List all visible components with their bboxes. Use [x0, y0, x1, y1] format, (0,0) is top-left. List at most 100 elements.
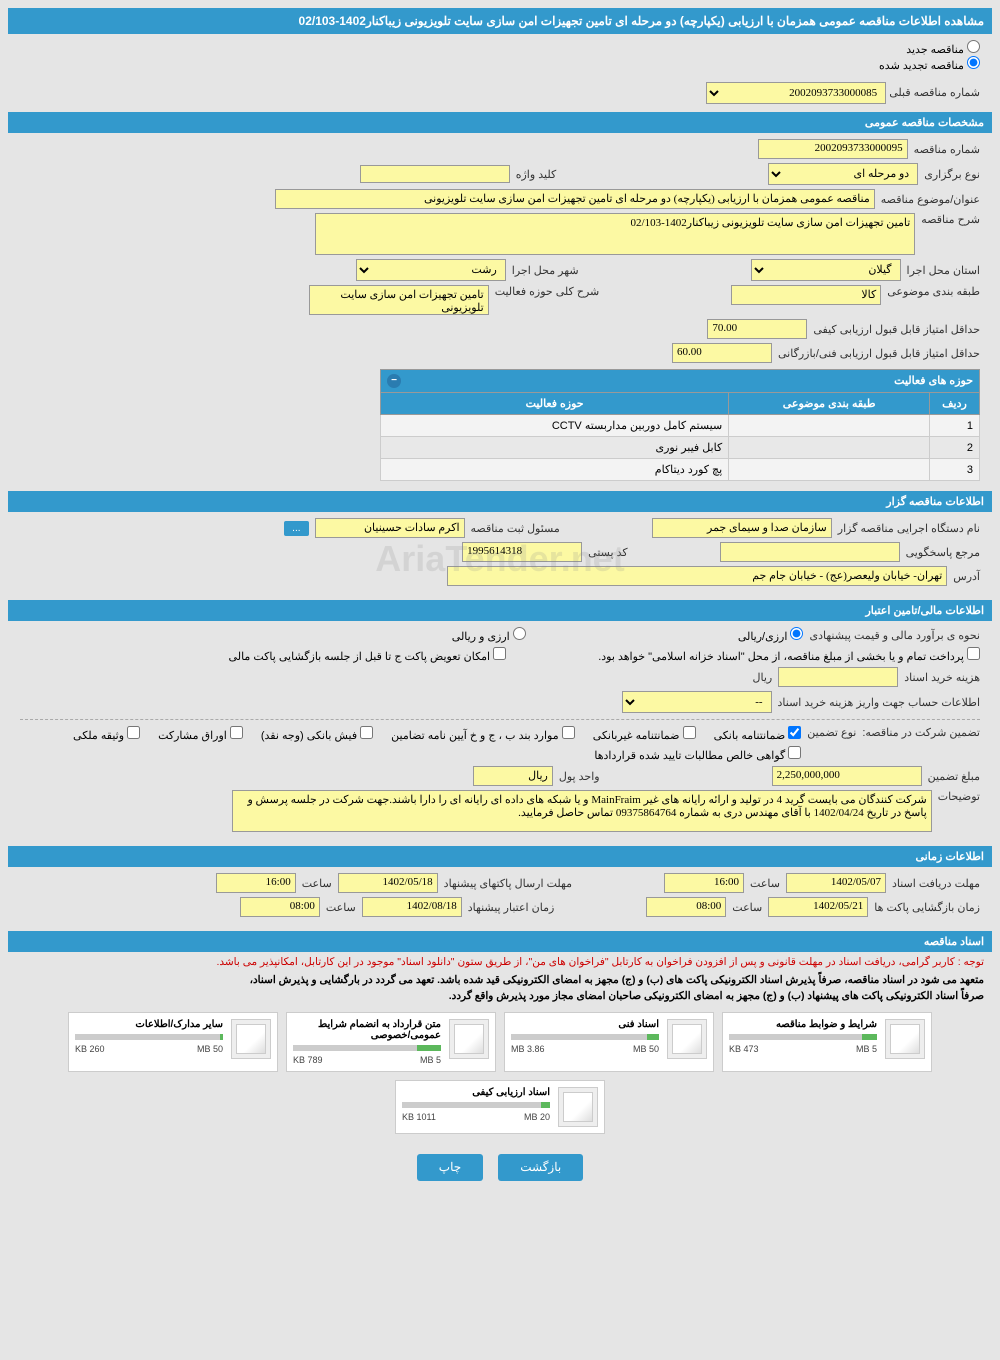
payment-note-check[interactable]: پرداخت تمام و یا بخشی از مبلغ مناقصه، از… [598, 647, 980, 663]
red-note: توجه : کاربر گرامی، دریافت اسناد در مهلت… [8, 952, 992, 972]
folder-icon [558, 1087, 598, 1127]
table-cell [729, 459, 930, 481]
guarantee-check[interactable]: گواهی خالص مطالبات تایید شده قراردادها [594, 746, 801, 762]
guarantee-amount-field: 2,250,000,000 [772, 766, 922, 786]
col-category: طبقه بندی موضوعی [729, 393, 930, 415]
send-packets-time: 16:00 [216, 873, 296, 893]
col-activity: حوزه فعالیت [381, 393, 729, 415]
radio-renew-input[interactable] [967, 56, 980, 69]
keyword-input[interactable] [360, 165, 510, 183]
holding-type-select[interactable]: دو مرحله ای [768, 163, 918, 185]
page-title: مشاهده اطلاعات مناقصه عمومی همزمان با ار… [8, 8, 992, 34]
progress-bar [402, 1102, 550, 1108]
folder-icon [231, 1019, 271, 1059]
doc-max: 20 MB [524, 1112, 550, 1122]
doc-fee-currency: ریال [752, 671, 772, 684]
doc-receive-time: 16:00 [664, 873, 744, 893]
doc-title: متن قرارداد به انضمام شرایط عمومی/خصوصی [293, 1019, 441, 1041]
min-tech-field: 60.00 [672, 343, 772, 363]
activity-desc-label: شرح کلی حوزه فعالیت [495, 285, 600, 298]
doc-fee-field [778, 667, 898, 687]
radio-renew-label: مناقصه تجدید شده [879, 60, 964, 72]
guarantee-check[interactable]: ضمانتنامه بانکی [714, 726, 802, 742]
folder-icon [885, 1019, 925, 1059]
currency-unit-label: واحد پول [559, 770, 600, 783]
postal-field: 1995614318 [462, 542, 582, 562]
progress-bar [293, 1045, 441, 1051]
guarantee-check[interactable]: موارد بند ب ، ج و خ آیین نامه تضامین [391, 726, 575, 742]
subject-label: عنوان/موضوع مناقصه [881, 193, 980, 206]
doc-card[interactable]: شرایط و ضوابط مناقصه5 MB473 KB [722, 1012, 932, 1072]
tender-number-field: 2002093733000095 [758, 139, 908, 159]
table-cell: 2 [930, 437, 980, 459]
radio-renew[interactable]: مناقصه تجدید شده [879, 60, 980, 72]
doc-receive-date: 1402/05/07 [786, 873, 886, 893]
doc-size: 260 KB [75, 1044, 105, 1054]
subject-field: مناقصه عمومی همزمان با ارزیابی (یکپارچه)… [275, 189, 875, 209]
responder-label: مرجع پاسخگویی [906, 546, 980, 559]
folder-icon [449, 1019, 489, 1059]
city-label: شهر محل اجرا [512, 264, 579, 277]
org-name-label: نام دستگاه اجرایی مناقصه گزار [838, 522, 980, 535]
doc-card[interactable]: اسناد فنی50 MB3.86 MB [504, 1012, 714, 1072]
prev-number-select[interactable]: 2002093733000085 [706, 82, 886, 104]
notes-textarea[interactable] [232, 790, 932, 832]
doc-max: 5 MB [856, 1044, 877, 1054]
account-select[interactable]: -- [622, 691, 772, 713]
print-button[interactable]: چاپ [417, 1154, 483, 1181]
section-financial: اطلاعات مالی/تامین اعتبار [8, 600, 992, 621]
guarantee-check[interactable]: وثیقه ملکی [73, 726, 140, 742]
doc-card[interactable]: متن قرارداد به انضمام شرایط عمومی/خصوصی 5… [286, 1012, 496, 1072]
table-row: 1سیستم کامل دوربین مداربسته CCTV [381, 415, 980, 437]
city-select[interactable]: رشت [356, 259, 506, 281]
estimate-label: نحوه ی برآورد مالی و قیمت پیشنهادی [809, 629, 980, 642]
doc-receive-time-label: ساعت [750, 877, 780, 890]
back-button[interactable]: بازگشت [498, 1154, 583, 1181]
table-row: 2کابل فیبر نوری [381, 437, 980, 459]
doc-card[interactable]: اسناد ارزیابی کیفی20 MB1011 KB [395, 1080, 605, 1134]
remit-check[interactable]: امکان تعویض پاکت ج تا قبل از جلسه بازگشا… [229, 647, 507, 663]
table-row: 3پچ کورد دیتاکام [381, 459, 980, 481]
table-cell: پچ کورد دیتاکام [381, 459, 729, 481]
desc-textarea[interactable] [315, 213, 915, 255]
doc-max: 5 MB [420, 1055, 441, 1065]
guarantee-type-label: نوع تضمین [807, 726, 856, 739]
estimate-opt2[interactable]: ارزی و ریالی [452, 627, 526, 643]
open-packets-label: زمان بازگشایی پاکت ها [874, 901, 980, 914]
activity-desc-textarea[interactable] [309, 285, 489, 315]
address-label: آدرس [953, 570, 980, 583]
open-packets-time: 08:00 [646, 897, 726, 917]
doc-title: اسناد فنی [511, 1019, 659, 1030]
more-button[interactable]: ... [284, 521, 308, 536]
table-cell [729, 415, 930, 437]
postal-label: کد پستی [588, 546, 627, 559]
radio-new-label: مناقصه جدید [906, 44, 964, 56]
registrar-field: اکرم سادات حسینیان [315, 518, 465, 538]
doc-max: 50 MB [633, 1044, 659, 1054]
guarantee-check[interactable]: فیش بانکی (وجه نقد) [261, 726, 373, 742]
guarantee-amount-label: مبلغ تضمین [928, 770, 980, 783]
guarantee-check[interactable]: اوراق مشارکت [158, 726, 243, 742]
doc-card[interactable]: سایر مدارک/اطلاعات50 MB260 KB [68, 1012, 278, 1072]
progress-bar [729, 1034, 877, 1040]
radio-new-input[interactable] [967, 40, 980, 53]
table-cell: سیستم کامل دوربین مداربسته CCTV [381, 415, 729, 437]
min-tech-label: حداقل امتیاز قابل قبول ارزیابی فنی/بازرگ… [778, 347, 980, 360]
province-select[interactable]: گیلان [751, 259, 901, 281]
section-documents: اسناد مناقصه [8, 931, 992, 952]
radio-new[interactable]: مناقصه جدید [906, 44, 980, 56]
account-label: اطلاعات حساب جهت واریز هزینه خرید اسناد [778, 696, 980, 709]
min-quality-label: حداقل امتیاز قابل قبول ارزیابی کیفی [813, 323, 980, 336]
category-field: کالا [731, 285, 881, 305]
send-packets-date: 1402/05/18 [338, 873, 438, 893]
address-field: تهران- خیابان ولیعصر(عج) - خیابان جام جم [447, 566, 947, 586]
doc-receive-label: مهلت دریافت اسناد [892, 877, 980, 890]
holding-type-label: نوع برگزاری [924, 168, 980, 181]
doc-size: 473 KB [729, 1044, 759, 1054]
doc-size: 1011 KB [402, 1112, 436, 1122]
collapse-icon[interactable]: − [387, 374, 401, 388]
guarantee-check[interactable]: ضمانتنامه غیربانکی [593, 726, 696, 742]
province-label: استان محل اجرا [907, 264, 980, 277]
section-general: مشخصات مناقصه عمومی [8, 112, 992, 133]
estimate-opt1[interactable]: ارزی/ریالی [738, 627, 804, 643]
